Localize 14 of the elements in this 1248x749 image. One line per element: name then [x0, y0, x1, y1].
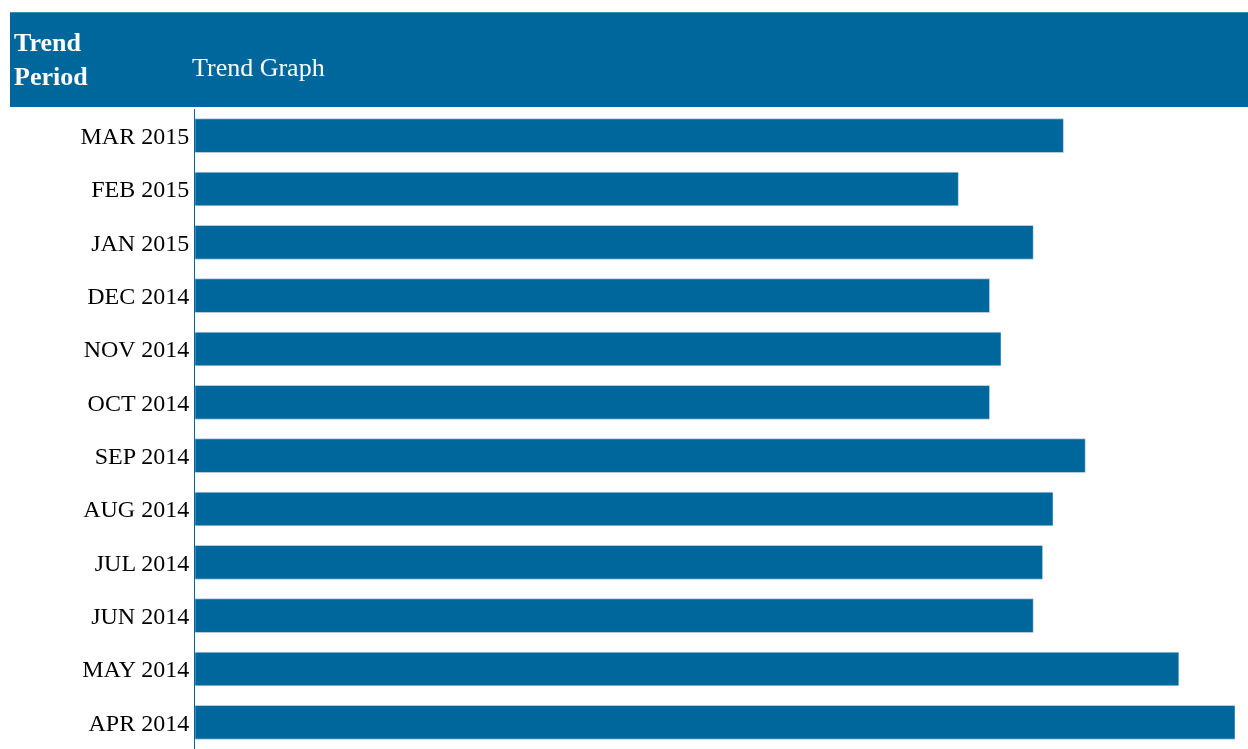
y-tick-label: APR 2014 — [88, 709, 190, 736]
chart-title: Trend Graph — [192, 53, 325, 83]
y-tick-label: JAN 2015 — [91, 229, 190, 256]
y-tick-label: JUL 2014 — [94, 549, 190, 576]
y-axis-title: Trend Period — [14, 28, 89, 91]
y-tick-label: JUN 2014 — [91, 603, 190, 630]
y-tick-label: MAY 2014 — [82, 656, 190, 683]
y-tick-label: FEB 2015 — [91, 176, 190, 203]
y-tick-label: DEC 2014 — [87, 283, 190, 310]
y-tick-label: MAR 2015 — [80, 123, 190, 150]
y-tick-label: OCT 2014 — [87, 389, 190, 416]
y-tick-label: AUG 2014 — [83, 496, 190, 523]
y-tick-label: NOV 2014 — [83, 336, 190, 363]
y-tick-label: SEP 2014 — [94, 443, 190, 470]
